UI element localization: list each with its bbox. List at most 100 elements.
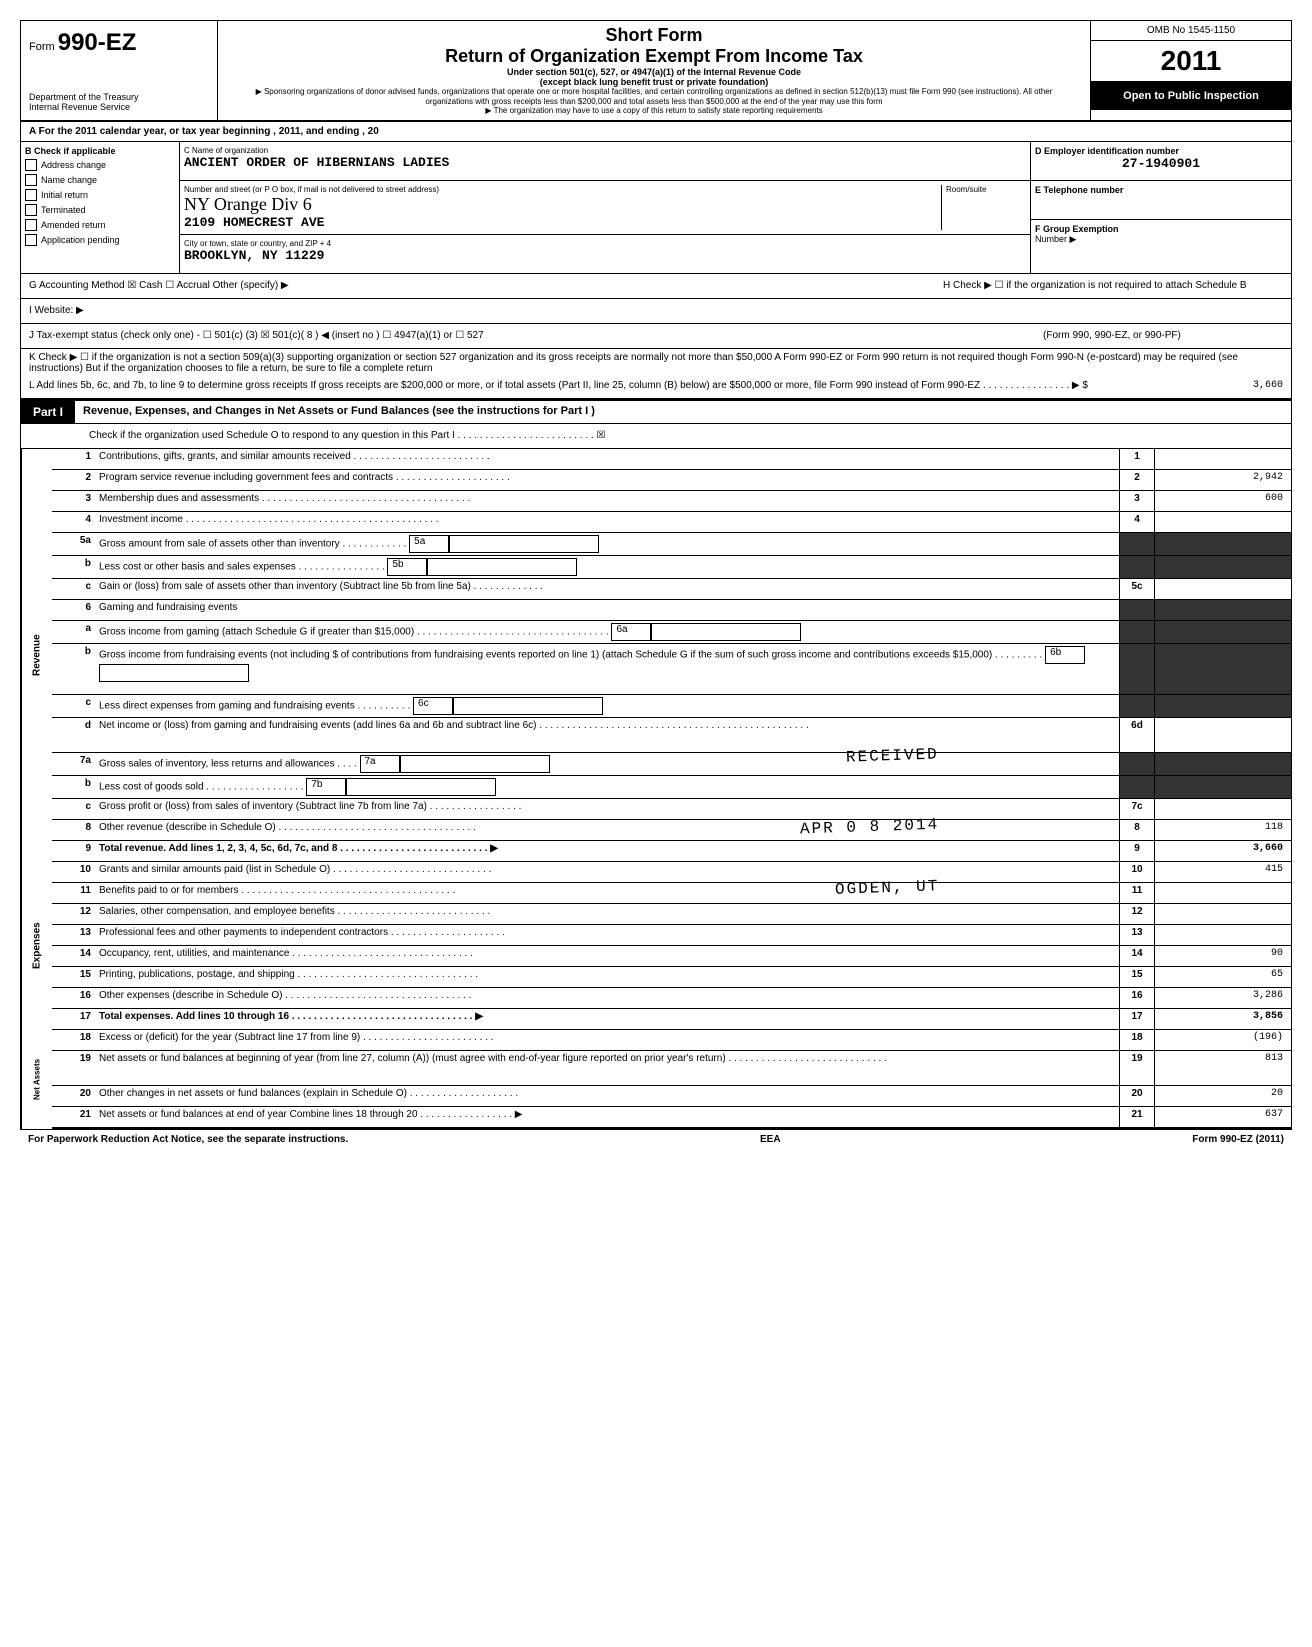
checkbox-address-change[interactable] bbox=[25, 159, 37, 171]
line-7c-col: 7c bbox=[1119, 799, 1154, 819]
line-15-desc: Printing, publications, postage, and shi… bbox=[95, 967, 1119, 987]
room-label: Room/suite bbox=[946, 185, 1026, 194]
line-4-amt bbox=[1154, 512, 1291, 532]
footer-left: For Paperwork Reduction Act Notice, see … bbox=[28, 1134, 348, 1145]
line-1-amt bbox=[1154, 449, 1291, 469]
checkbox-initial-return[interactable] bbox=[25, 189, 37, 201]
part1-check-text: Check if the organization used Schedule … bbox=[89, 430, 605, 441]
line-7c-amt bbox=[1154, 799, 1291, 819]
line-12-desc: Salaries, other compensation, and employ… bbox=[95, 904, 1119, 924]
line-7a-innerval bbox=[400, 755, 550, 773]
line-6b-inner: 6b bbox=[1045, 646, 1085, 664]
ein-value: 27-1940901 bbox=[1035, 156, 1287, 171]
line-5b-desc: Less cost or other basis and sales expen… bbox=[95, 556, 1119, 578]
netassets-side-label: Net Assets bbox=[21, 1030, 52, 1129]
line-5b-num: b bbox=[52, 556, 95, 578]
line-j-right: (Form 990, 990-EZ, or 990-PF) bbox=[1043, 330, 1283, 341]
line-5c-amt bbox=[1154, 579, 1291, 599]
line-13-num: 13 bbox=[52, 925, 95, 945]
street-label: Number and street (or P O box, if mail i… bbox=[184, 185, 941, 194]
line-5c-desc: Gain or (loss) from sale of assets other… bbox=[95, 579, 1119, 599]
line-14-desc: Occupancy, rent, utilities, and maintena… bbox=[95, 946, 1119, 966]
street-value: 2109 HOMECREST AVE bbox=[184, 215, 941, 230]
line-l-row: L Add lines 5b, 6c, and 7b, to line 9 to… bbox=[21, 374, 1291, 399]
tax-year: 2011 bbox=[1091, 41, 1291, 82]
part1-title: Revenue, Expenses, and Changes in Net As… bbox=[75, 401, 603, 423]
form-990ez: Form 990-EZ Department of the Treasury I… bbox=[20, 20, 1292, 1130]
line-13-desc: Professional fees and other payments to … bbox=[95, 925, 1119, 945]
line-17-num: 17 bbox=[52, 1009, 95, 1029]
line-6c-shade bbox=[1119, 695, 1154, 717]
line-6d-num: d bbox=[52, 718, 95, 752]
line-19-amt: 813 bbox=[1154, 1051, 1291, 1085]
line-14-amt: 90 bbox=[1154, 946, 1291, 966]
expenses-side-label: Expenses bbox=[21, 862, 52, 1030]
line-7b-desc: Less cost of goods sold . . . . . . . . … bbox=[95, 776, 1119, 798]
line-7b-inner: 7b bbox=[306, 778, 346, 796]
line-6b-innerval bbox=[99, 664, 249, 682]
line-11-num: 11 bbox=[52, 883, 95, 903]
line-6-shade2 bbox=[1154, 600, 1291, 620]
label-address-change: Address change bbox=[41, 160, 106, 170]
line-6-desc: Gaming and fundraising events bbox=[95, 600, 1119, 620]
line-21-num: 21 bbox=[52, 1107, 95, 1127]
line-l-amount: 3,660 bbox=[1163, 380, 1283, 391]
label-amended: Amended return bbox=[41, 220, 106, 230]
line-21-desc: Net assets or fund balances at end of ye… bbox=[95, 1107, 1119, 1127]
line-l: L Add lines 5b, 6c, and 7b, to line 9 to… bbox=[29, 380, 1163, 391]
line-20-desc: Other changes in net assets or fund bala… bbox=[95, 1086, 1119, 1106]
line-6d-col: 6d bbox=[1119, 718, 1154, 752]
line-5b-shade2 bbox=[1154, 556, 1291, 578]
line-14-num: 14 bbox=[52, 946, 95, 966]
line-1-col: 1 bbox=[1119, 449, 1154, 469]
ein-label: D Employer identification number bbox=[1035, 146, 1287, 156]
line-15-col: 15 bbox=[1119, 967, 1154, 987]
line-j-status: J Tax-exempt status (check only one) - ☐… bbox=[29, 330, 1043, 341]
line-10-amt: 415 bbox=[1154, 862, 1291, 882]
line-4-num: 4 bbox=[52, 512, 95, 532]
line-18-amt: (196) bbox=[1154, 1030, 1291, 1050]
line-7a-shade2 bbox=[1154, 753, 1291, 775]
line-6c-inner: 6c bbox=[413, 697, 453, 715]
line-5b-shade bbox=[1119, 556, 1154, 578]
line-8-col: 8 bbox=[1119, 820, 1154, 840]
line-6b-desc: Gross income from fundraising events (no… bbox=[95, 644, 1119, 694]
col-c-org-info: C Name of organization ANCIENT ORDER OF … bbox=[180, 142, 1031, 273]
line-6-shade bbox=[1119, 600, 1154, 620]
line-6a-shade2 bbox=[1154, 621, 1291, 643]
line-20-num: 20 bbox=[52, 1086, 95, 1106]
line-7b-innerval bbox=[346, 778, 496, 796]
line-6c-innerval bbox=[453, 697, 603, 715]
main-title: Return of Organization Exempt From Incom… bbox=[238, 46, 1070, 67]
line-5b-inner: 5b bbox=[387, 558, 427, 576]
line-6a-innerval bbox=[651, 623, 801, 641]
checkbox-application-pending[interactable] bbox=[25, 234, 37, 246]
checkbox-name-change[interactable] bbox=[25, 174, 37, 186]
line-5a-num: 5a bbox=[52, 533, 95, 555]
col-b-header: B Check if applicable bbox=[25, 146, 175, 156]
line-7b-num: b bbox=[52, 776, 95, 798]
header-center: Short Form Return of Organization Exempt… bbox=[218, 21, 1091, 120]
line-8-text: Other revenue (describe in Schedule O) .… bbox=[99, 822, 476, 833]
line-16-col: 16 bbox=[1119, 988, 1154, 1008]
city-value: BROOKLYN, NY 11229 bbox=[184, 248, 1026, 263]
checkbox-terminated[interactable] bbox=[25, 204, 37, 216]
line-16-desc: Other expenses (describe in Schedule O) … bbox=[95, 988, 1119, 1008]
line-6a-shade bbox=[1119, 621, 1154, 643]
line-3-desc: Membership dues and assessments . . . . … bbox=[95, 491, 1119, 511]
col-d-ein: D Employer identification number 27-1940… bbox=[1031, 142, 1291, 273]
label-name-change: Name change bbox=[41, 175, 97, 185]
line-19-col: 19 bbox=[1119, 1051, 1154, 1085]
line-12-num: 12 bbox=[52, 904, 95, 924]
line-6c-text: Less direct expenses from gaming and fun… bbox=[99, 700, 410, 711]
line-11-desc: Benefits paid to or for members . . . . … bbox=[95, 883, 1119, 903]
part1-header: Part I Revenue, Expenses, and Changes in… bbox=[21, 399, 1291, 424]
line-2-col: 2 bbox=[1119, 470, 1154, 490]
line-6a-inner: 6a bbox=[611, 623, 651, 641]
line-7c-desc: Gross profit or (loss) from sales of inv… bbox=[95, 799, 1119, 819]
checkbox-amended[interactable] bbox=[25, 219, 37, 231]
line-10-desc: Grants and similar amounts paid (list in… bbox=[95, 862, 1119, 882]
line-20-amt: 20 bbox=[1154, 1086, 1291, 1106]
line-11-amt bbox=[1154, 883, 1291, 903]
group-exemption-number: Number ▶ bbox=[1035, 234, 1287, 245]
